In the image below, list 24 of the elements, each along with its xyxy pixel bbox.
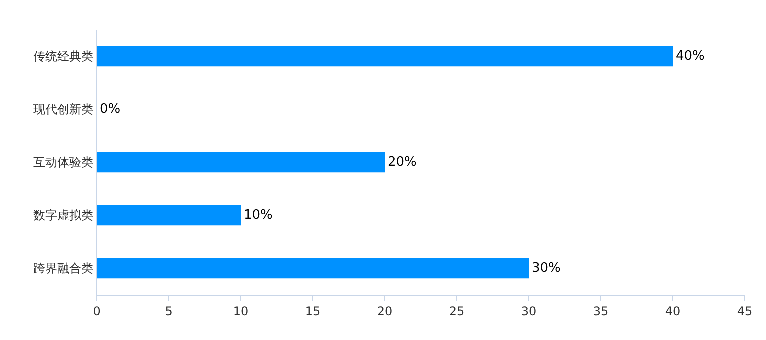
data-label: 30% xyxy=(532,261,561,276)
x-tick-label: 30 xyxy=(521,304,537,318)
bar xyxy=(97,258,529,279)
x-tick-label: 45 xyxy=(737,304,753,318)
bar xyxy=(97,205,241,226)
y-tick-label: 跨界融合类 xyxy=(34,262,94,276)
y-tick-label: 传统经典类 xyxy=(34,50,94,64)
x-tick-label: 20 xyxy=(377,304,393,318)
x-tick-label: 5 xyxy=(165,304,173,318)
x-tick-label: 40 xyxy=(665,304,681,318)
data-label: 40% xyxy=(676,49,705,64)
bar xyxy=(97,46,673,67)
data-label: 0% xyxy=(100,102,121,117)
y-tick-label: 现代创新类 xyxy=(34,102,94,117)
bar xyxy=(97,152,385,173)
y-tick-label: 数字虚拟类 xyxy=(34,208,94,223)
y-tick-label: 互动体验类 xyxy=(34,156,94,170)
data-label: 20% xyxy=(388,155,417,170)
data-label: 10% xyxy=(244,208,273,223)
x-tick-label: 25 xyxy=(449,304,465,318)
x-tick-label: 35 xyxy=(593,304,609,318)
x-tick-label: 10 xyxy=(233,304,249,318)
x-tick-label: 15 xyxy=(305,304,321,318)
x-tick-label: 0 xyxy=(93,304,101,318)
